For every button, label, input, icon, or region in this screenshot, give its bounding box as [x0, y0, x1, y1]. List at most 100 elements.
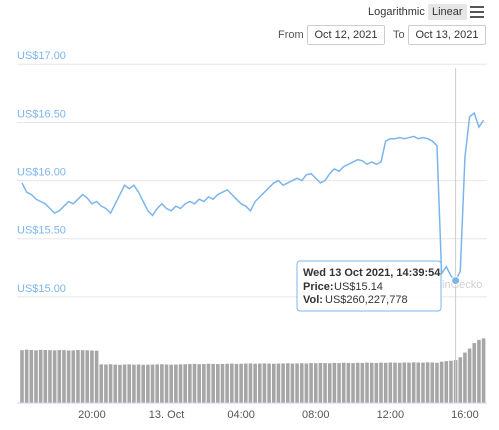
volume-bar — [379, 362, 383, 403]
volume-bar — [52, 350, 57, 403]
volume-bar — [253, 363, 257, 403]
volume-bar — [20, 350, 24, 403]
volume-bar — [206, 363, 211, 403]
volume-bar — [220, 363, 225, 403]
volume-bar — [257, 363, 262, 403]
volume-bar — [244, 363, 248, 403]
volume-bar — [183, 364, 187, 403]
volume-bar — [211, 363, 215, 403]
tooltip-price-label: Price: — [303, 281, 334, 293]
tooltip-price: US$15.14 — [334, 281, 383, 293]
volume-bar — [318, 362, 323, 403]
volume-bar — [276, 363, 281, 403]
volume-bar — [262, 363, 267, 403]
volume-bar — [327, 363, 332, 403]
volume-bar — [43, 350, 48, 403]
volume-bar — [421, 362, 425, 403]
y-tick-label: US$15.50 — [17, 225, 66, 237]
volume-bar — [299, 363, 304, 403]
volume-bar — [225, 363, 229, 403]
menu-icon[interactable] — [470, 6, 484, 18]
volume-bar — [71, 350, 76, 403]
volume-bar — [202, 364, 206, 403]
hover-point — [451, 276, 461, 286]
volume-bar — [85, 350, 90, 403]
to-input[interactable]: Oct 13, 2021 — [408, 25, 486, 45]
volume-bar — [407, 362, 411, 403]
log-button[interactable]: Logarithmic — [368, 6, 425, 18]
volume-bar — [57, 350, 62, 403]
volume-bar — [281, 363, 285, 403]
linear-button[interactable]: Linear — [428, 4, 467, 20]
volume-bar — [355, 362, 360, 403]
volume-bar — [267, 363, 271, 403]
volume-bar — [62, 350, 66, 403]
volume-bar — [271, 363, 276, 403]
from-input[interactable]: Oct 12, 2021 — [307, 25, 385, 45]
tooltip-vol: US$260,227,778 — [325, 294, 408, 306]
x-tick-label: 13. Oct — [149, 409, 184, 421]
volume-bar — [38, 349, 43, 403]
volume-bar — [90, 350, 94, 403]
volume-bar — [192, 363, 197, 403]
volume-bar — [146, 364, 150, 403]
volume-bar — [230, 363, 234, 403]
volume-bar — [309, 363, 313, 403]
volume-bar — [360, 362, 365, 403]
volume-bar — [118, 364, 122, 403]
volume-bar — [155, 364, 160, 403]
volume-bar — [374, 362, 379, 403]
volume-bar — [416, 362, 421, 403]
volume-bar — [444, 361, 449, 403]
volume-bar — [323, 363, 327, 403]
volume-bar — [104, 364, 108, 403]
menu-bar — [470, 11, 484, 13]
volume-bar — [132, 364, 136, 403]
volume-bar — [332, 362, 337, 403]
volume-bar — [346, 362, 351, 403]
volume-bar — [458, 357, 463, 403]
volume-bar — [449, 360, 453, 403]
tooltip: Wed 13 Oct 2021, 14:39:54 Price: US$15.14 V… — [296, 260, 442, 312]
volume-bar — [174, 364, 178, 403]
volume-bar — [351, 363, 355, 403]
to-label: To — [393, 29, 405, 41]
volume-bar — [34, 350, 38, 403]
y-tick-label: US$16.00 — [17, 166, 66, 178]
volume-bar — [369, 362, 374, 403]
menu-bar — [470, 16, 484, 18]
from-label: From — [278, 29, 304, 41]
volume-bar — [463, 352, 467, 403]
y-tick-label: US$16.50 — [17, 108, 66, 120]
volume-bar — [430, 362, 435, 403]
volume-bar — [239, 363, 243, 403]
volume-bar — [477, 339, 481, 403]
volume-bar — [393, 362, 397, 403]
volume-bar — [48, 350, 52, 403]
volume-bar — [99, 364, 104, 403]
volume-bar — [169, 364, 173, 403]
volume-bar — [425, 362, 430, 403]
x-tick-label: 20:00 — [78, 409, 106, 421]
volume-bar — [127, 364, 132, 403]
volume-bar — [188, 364, 192, 403]
volume-bar — [24, 349, 29, 403]
volume-bar — [178, 364, 183, 403]
tooltip-box — [296, 260, 442, 312]
volume-bar — [467, 348, 472, 403]
tooltip-title: Wed 13 Oct 2021, 14:39:54 — [303, 267, 441, 279]
volume-bar — [435, 362, 439, 403]
tooltip-vol-label: Vol: — [303, 294, 323, 306]
menu-bar — [470, 6, 484, 8]
volume-bar — [122, 364, 127, 403]
volume-bar — [397, 362, 402, 403]
volume-bar — [472, 343, 477, 403]
y-tick-label: US$17.00 — [17, 50, 66, 62]
volume-bar — [411, 362, 416, 403]
volume-bar — [141, 364, 146, 403]
volume-bar — [439, 361, 444, 403]
volume-bar — [197, 364, 201, 403]
volume-bar — [66, 350, 71, 403]
